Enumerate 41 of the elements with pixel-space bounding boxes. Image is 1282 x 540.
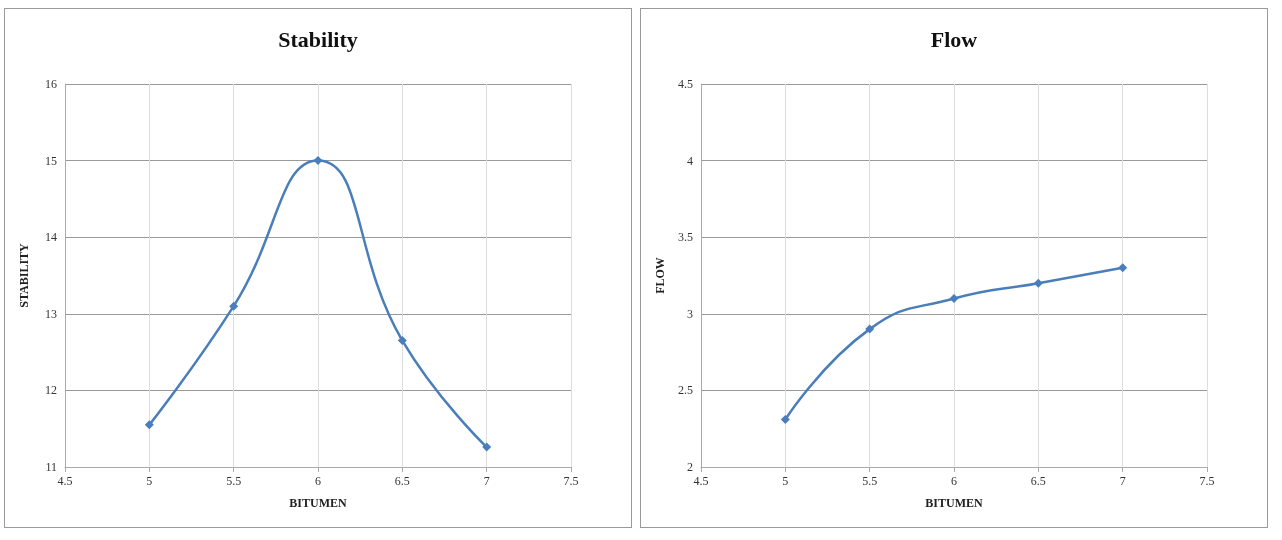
x-tick-label: 7 — [483, 474, 490, 488]
y-tick-label: 3 — [687, 306, 693, 321]
x-tick-label: 7.5 — [1199, 474, 1215, 488]
x-tick-label: 6 — [315, 474, 321, 488]
x-tick-label: 6.5 — [1030, 474, 1046, 488]
point — [949, 293, 959, 303]
y-tick-label: 3.5 — [678, 230, 693, 245]
x-axis-title: BITUMEN — [289, 496, 347, 510]
y-tick-label: 4.5 — [678, 77, 693, 91]
point — [313, 156, 323, 166]
x-tick-label: 4.5 — [57, 474, 73, 488]
y-tick-label: 16 — [45, 77, 57, 91]
y-tick-label: 13 — [45, 306, 57, 321]
y-tick-label: 15 — [45, 153, 57, 168]
point — [482, 442, 492, 452]
point — [229, 301, 239, 311]
y-tick-label: 12 — [45, 383, 57, 398]
point — [1118, 263, 1128, 273]
chart-title: Stability — [278, 26, 358, 52]
x-tick-label: 6.5 — [394, 474, 410, 488]
chart-title: Flow — [930, 26, 978, 52]
y-tick-label: 2.5 — [678, 383, 693, 398]
x-tick-label: 7.5 — [563, 474, 579, 488]
point — [397, 336, 407, 346]
x-axis-title: BITUMEN — [925, 496, 983, 510]
x-tick-label: 6 — [951, 474, 957, 488]
y-axis-title: STABILITY — [17, 242, 31, 308]
y-tick-label: 4 — [687, 153, 693, 168]
x-tick-label: 5 — [782, 474, 789, 488]
point — [865, 324, 875, 334]
y-tick-label: 11 — [45, 460, 57, 474]
x-tick-label: 5.5 — [862, 474, 878, 488]
y-tick-label: 14 — [45, 230, 57, 245]
y-axis-title: FLOW — [653, 257, 667, 294]
point — [780, 415, 790, 425]
x-tick-label: 5 — [146, 474, 153, 488]
point — [1033, 278, 1043, 288]
x-tick-label: 7 — [1119, 474, 1126, 488]
x-tick-label: 5.5 — [226, 474, 242, 488]
point — [144, 420, 154, 430]
y-tick-label: 2 — [687, 460, 693, 474]
